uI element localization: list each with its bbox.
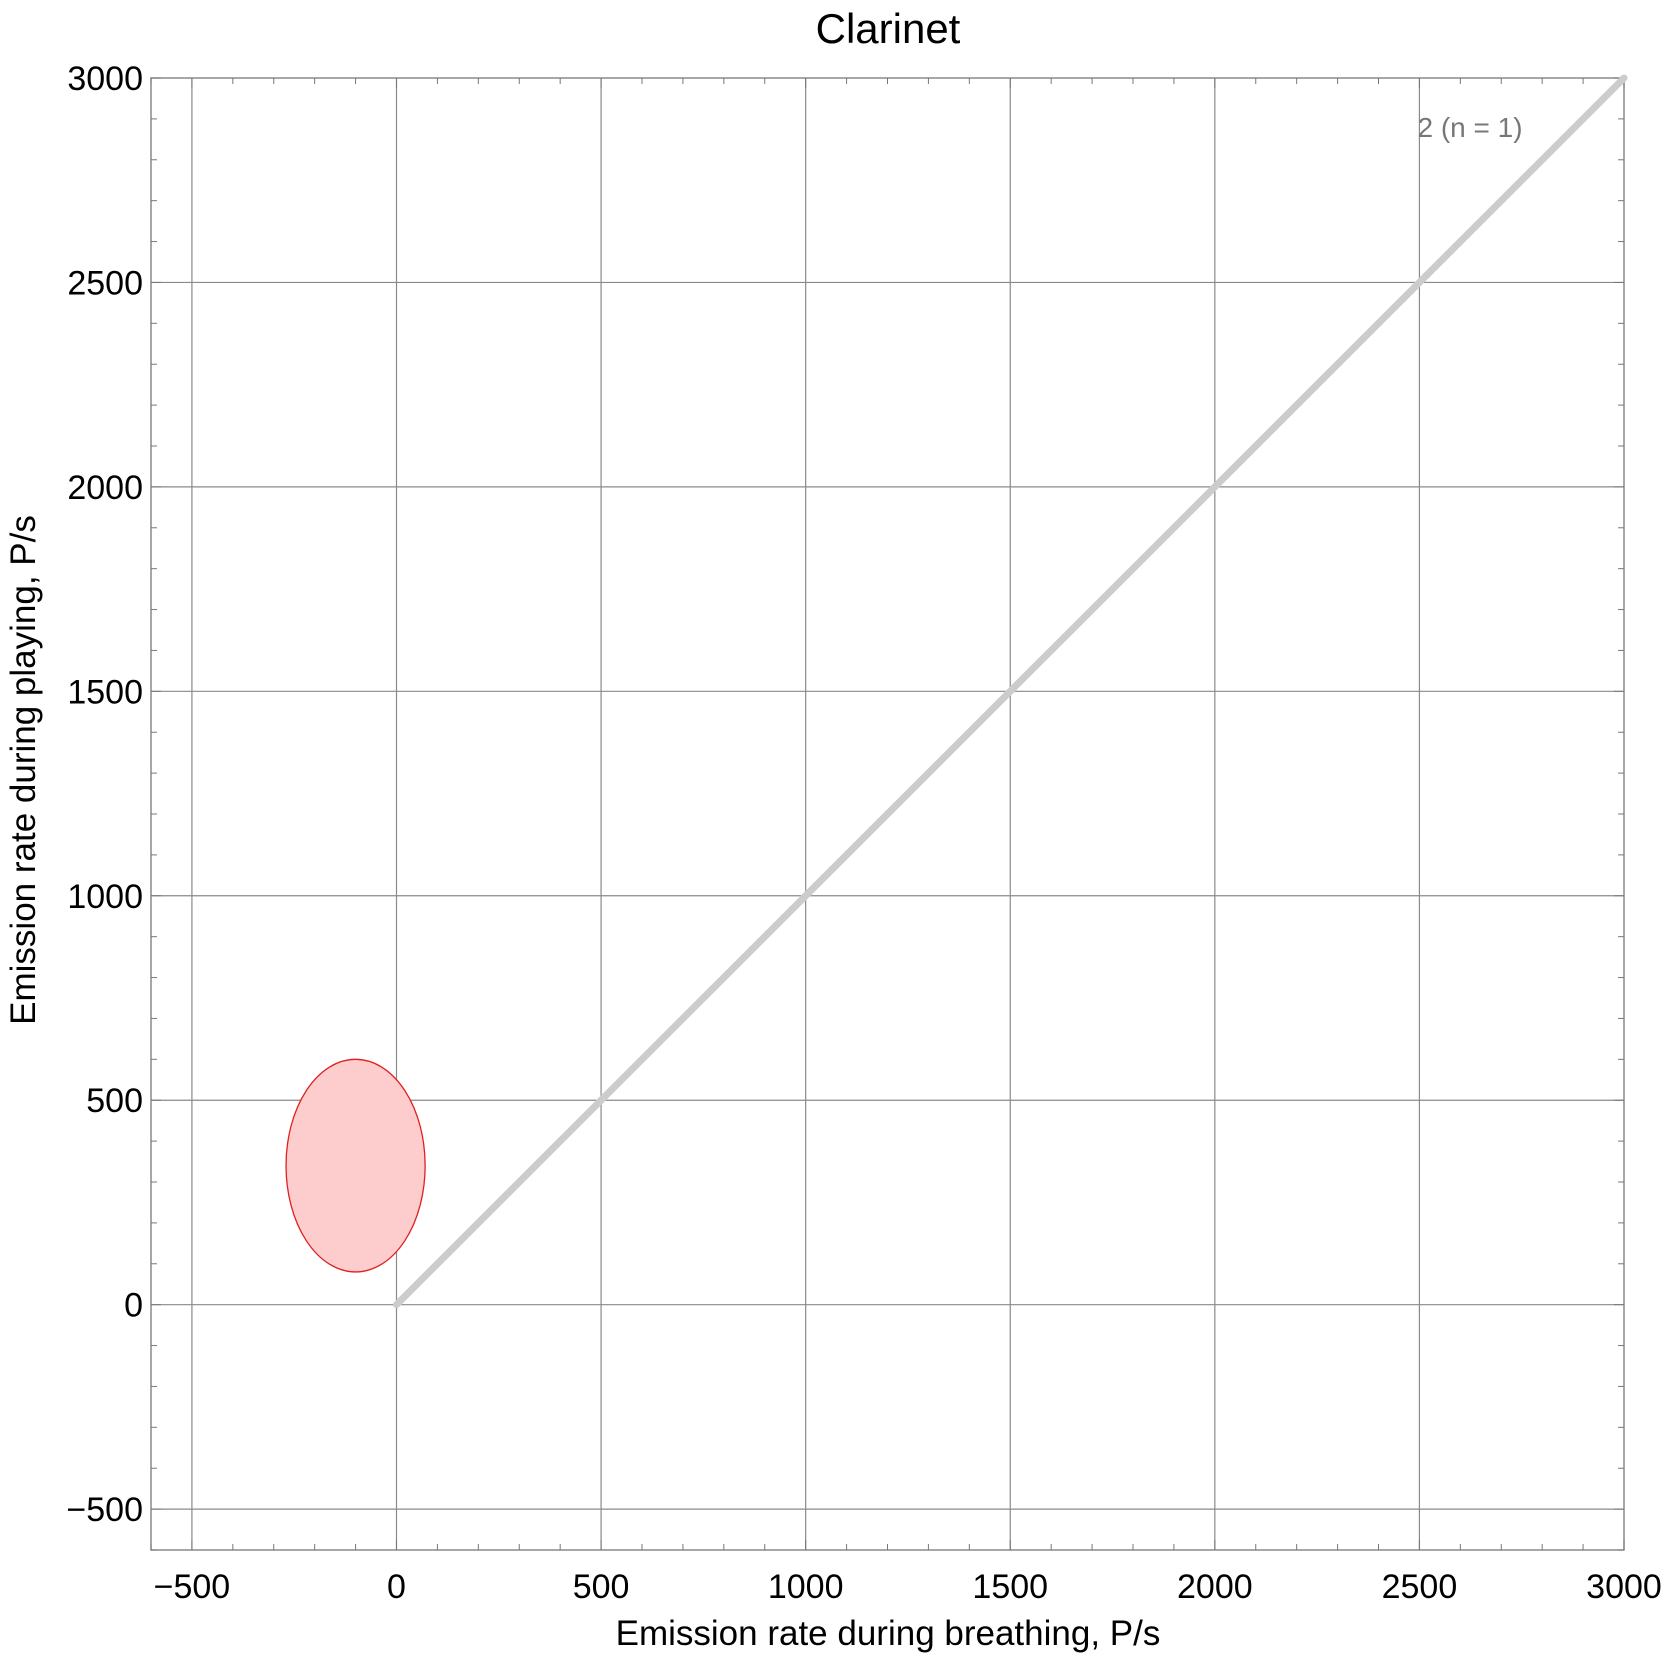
- chart-title: Clarinet: [816, 5, 961, 52]
- x-tick-label: 1000: [768, 1568, 844, 1606]
- y-tick-label: 3000: [67, 60, 143, 98]
- x-tick-label: −500: [154, 1568, 231, 1606]
- x-tick-label: 1500: [972, 1568, 1048, 1606]
- y-tick-label: 2500: [67, 264, 143, 302]
- y-tick-label: 1000: [67, 878, 143, 916]
- y-tick-label: 1500: [67, 673, 143, 711]
- data-series: [285, 1058, 426, 1273]
- gridlines: [151, 78, 1624, 1550]
- count-annotation: 2 (n = 1): [1417, 112, 1522, 143]
- x-tick-label: 3000: [1586, 1568, 1662, 1606]
- reference-line: [393, 74, 1628, 1309]
- x-tick-label: 2500: [1382, 1568, 1458, 1606]
- tick-labels: −500 0 500 1000 1500 2000 2500 3000 −500 0 500 1000…: [66, 60, 1661, 1606]
- minor-ticks: [150, 77, 1625, 1551]
- x-axis-label: Emission rate during breathing, P/s: [616, 1614, 1161, 1653]
- x-tick-label: 2000: [1177, 1568, 1253, 1606]
- data-ellipse: [285, 1058, 426, 1273]
- y-tick-label: 2000: [67, 469, 143, 507]
- y-axis-label: Emission rate during playing, P/s: [4, 515, 43, 1025]
- x-tick-label: 500: [573, 1568, 630, 1606]
- reference-line-group: [393, 74, 1628, 1309]
- x-tick-label: 0: [387, 1568, 406, 1606]
- y-tick-label: −500: [66, 1491, 143, 1529]
- y-tick-label: 500: [86, 1082, 143, 1120]
- y-tick-label: 0: [124, 1287, 143, 1325]
